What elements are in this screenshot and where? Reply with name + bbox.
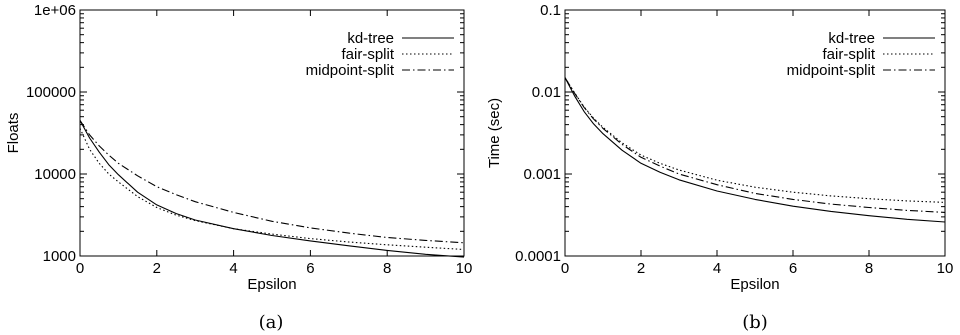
x-axis-label: Epsilon xyxy=(730,276,779,293)
y-axis-label: Floats xyxy=(5,113,22,154)
x-tick-label: 0 xyxy=(561,260,569,277)
series-line-kd-tree xyxy=(564,77,946,223)
x-tick-label: 2 xyxy=(153,260,161,277)
y-tick-label: 1e+06 xyxy=(34,2,76,19)
chart-caption: (a) xyxy=(259,312,284,333)
y-tick-label: 0.001 xyxy=(523,166,561,183)
x-tick-label: 0 xyxy=(76,260,84,277)
legend-entry-label: midpoint-split xyxy=(787,62,876,79)
y-tick-label: 0.01 xyxy=(532,84,561,101)
series-line-fair-split xyxy=(564,77,946,203)
y-tick-label: 1000 xyxy=(43,248,76,265)
series-line-fair-split xyxy=(79,128,465,251)
chart-time: 0 2 4 6 8 10 0.0001 0.001 0.01 0.1 Epsilon Time (se… xyxy=(486,2,953,333)
x-tick-label: 10 xyxy=(937,260,954,277)
y-tick-label: 100000 xyxy=(26,84,76,101)
x-tick-label: 6 xyxy=(306,260,314,277)
x-tick-label: 4 xyxy=(713,260,721,277)
x-tick-label: 4 xyxy=(229,260,237,277)
legend-entry-label: kd-tree xyxy=(828,30,875,47)
chart-caption: (b) xyxy=(742,312,768,333)
x-tick-label: 8 xyxy=(865,260,873,277)
series-line-midpoint-split xyxy=(79,120,465,244)
legend-entry-label: fair-split xyxy=(341,46,394,63)
series-line-midpoint-split xyxy=(564,77,946,213)
chart-floats: 0 2 4 6 8 10 1000 10000 100000 1e+06 Epsilon Floats… xyxy=(5,2,472,333)
y-tick-label: 0.1 xyxy=(540,2,561,19)
x-tick-label: 10 xyxy=(456,260,473,277)
x-tick-label: 2 xyxy=(637,260,645,277)
y-tick-label: 0.0001 xyxy=(515,248,561,265)
x-tick-label: 6 xyxy=(789,260,797,277)
legend-entry-label: midpoint-split xyxy=(306,62,395,79)
plot-frame xyxy=(79,9,465,257)
plot-frame xyxy=(564,9,946,257)
y-tick-label: 10000 xyxy=(34,166,76,183)
y-axis-label: Time (sec) xyxy=(486,98,503,168)
series-line-kd-tree xyxy=(79,120,465,258)
x-tick-label: 8 xyxy=(383,260,391,277)
legend-entry-label: fair-split xyxy=(822,46,875,63)
legend-entry-label: kd-tree xyxy=(347,30,394,47)
x-axis-label: Epsilon xyxy=(247,276,296,293)
